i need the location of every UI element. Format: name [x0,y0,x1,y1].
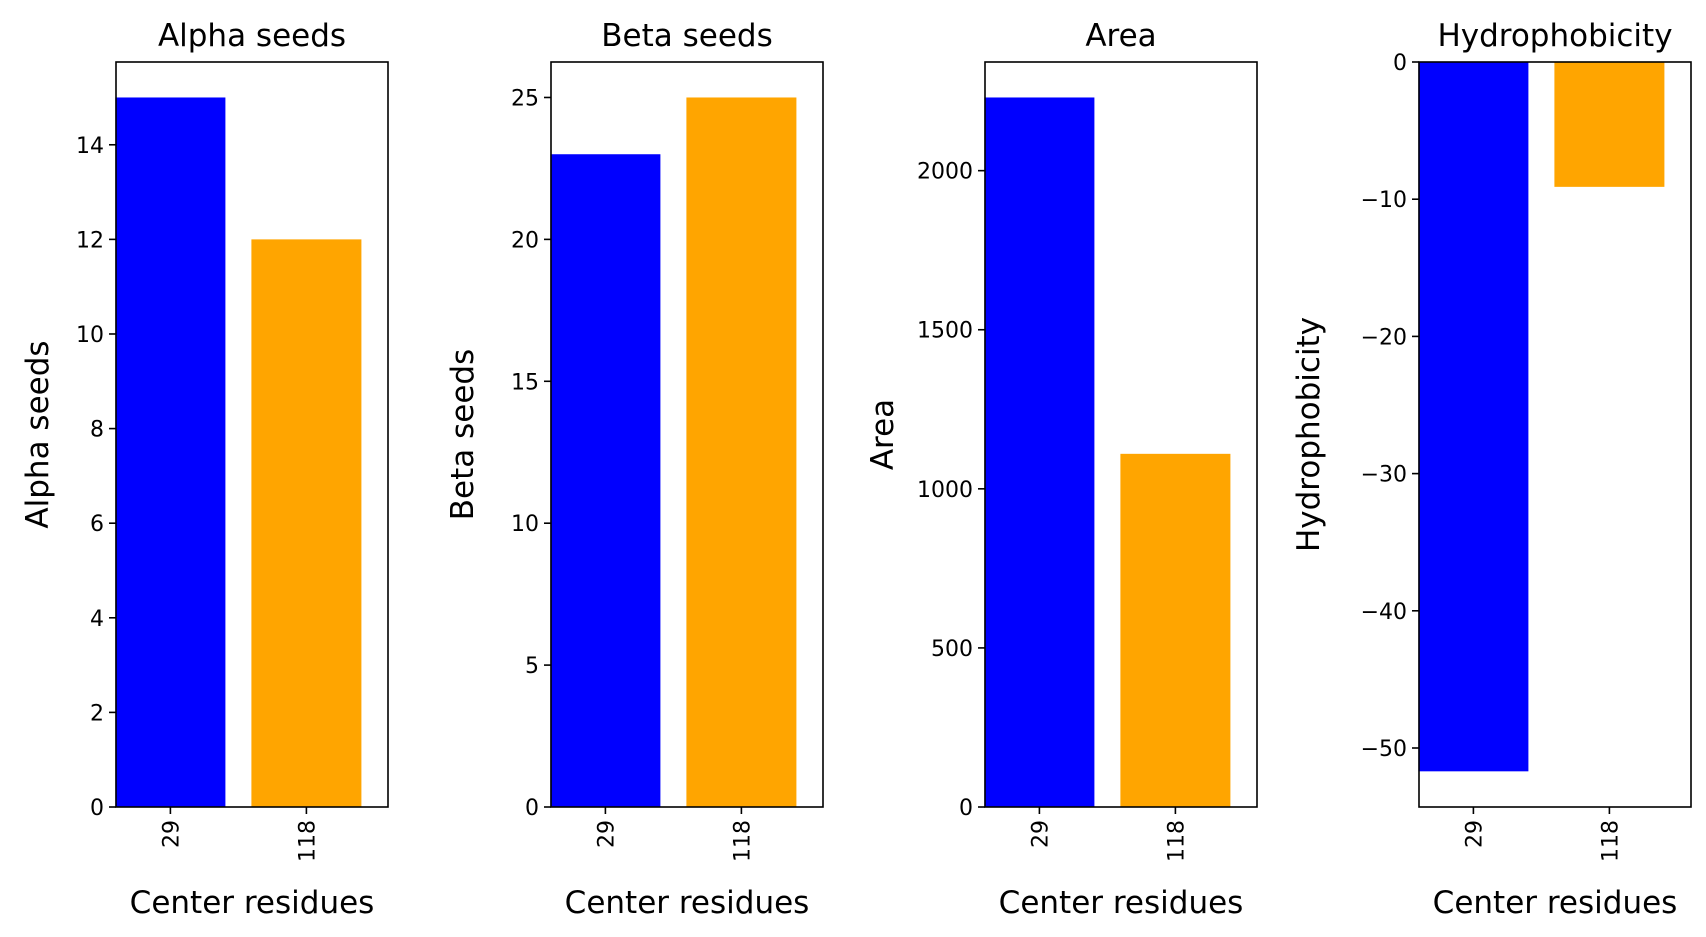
y-tick-label: 2000 [917,160,973,185]
chart-title: Hydrophobicity [1437,18,1672,54]
x-tick-label: 118 [1598,820,1623,862]
y-axis-label: Alpha seeds [20,340,56,528]
y-tick-label: 5 [525,654,539,679]
bar-118 [1120,453,1231,807]
x-tick-label: 118 [1164,820,1189,862]
y-tick-label: −40 [1361,600,1407,625]
y-tick-label: 25 [511,86,539,111]
bar-29 [115,97,226,807]
y-tick-label: 4 [90,607,104,632]
y-tick-label: −50 [1361,737,1407,762]
y-tick-label: −10 [1361,188,1407,213]
y-tick-label: 0 [90,796,104,821]
y-tick-label: 20 [511,228,539,253]
y-axis-label: Hydrophobicity [1291,317,1327,552]
x-tick-label: 29 [159,820,184,848]
y-tick-label: 2 [90,701,104,726]
axes-frame [984,61,1258,808]
y-tick-label: 1500 [917,319,973,344]
x-axis-label: Center residues [999,885,1244,921]
y-tick-label: −20 [1361,325,1407,350]
y-tick-label: 0 [1393,51,1407,76]
x-tick-label: 118 [295,820,320,862]
y-tick-label: 12 [76,228,104,253]
bar-29 [984,97,1095,807]
y-tick-label: 0 [525,796,539,821]
x-tick-label: 29 [1028,820,1053,848]
y-tick-label: 10 [76,323,104,348]
y-tick-label: 15 [511,370,539,395]
chart-title: Alpha seeds [158,18,346,54]
x-tick-label: 29 [1462,820,1487,848]
subplot-3: 0 500 1000 1500 2000 29 118 Area Center residues… [865,18,1258,921]
axes-frame [550,61,824,808]
y-axis-label: Beta seeds [445,349,481,520]
x-tick-label: 118 [730,820,755,862]
y-tick-label: 8 [90,418,104,443]
bar-29 [1418,62,1529,772]
y-tick-label: 500 [931,637,973,662]
y-tick-label: 10 [511,512,539,537]
bar-118 [251,239,362,807]
y-axis-label: Area [865,399,901,470]
y-tick-label: 6 [90,512,104,537]
x-tick-label: 29 [594,820,619,848]
bar-29 [550,154,661,807]
y-tick-label: 14 [76,134,104,159]
axes-frame [1418,61,1692,808]
x-axis-label: Center residues [130,885,375,921]
y-tick-label: −30 [1361,463,1407,488]
subplot-4: −50 −40 −30 −20 −10 0 29 118 Hydrophobicity Cente… [1291,18,1692,921]
x-axis-label: Center residues [1433,885,1678,921]
x-axis-label: Center residues [565,885,810,921]
axes-frame [115,61,389,808]
subplot-1: 0 2 4 6 8 10 12 14 29 118 Alpha seeds Center residu… [20,18,389,921]
chart-title: Beta seeds [601,18,772,54]
bar-118 [686,97,797,807]
y-tick-label: 1000 [917,478,973,503]
chart-title: Area [1085,18,1156,54]
bar-118 [1554,62,1665,187]
y-tick-label: 0 [959,796,973,821]
subplot-2: 0 5 10 15 20 25 29 118 Beta seeds Center residues… [445,18,824,921]
